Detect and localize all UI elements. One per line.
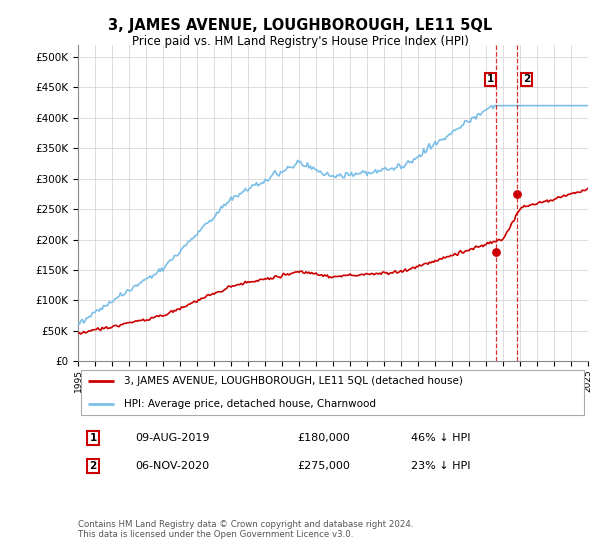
Text: 1: 1 xyxy=(487,74,494,85)
Text: Contains HM Land Registry data © Crown copyright and database right 2024.
This d: Contains HM Land Registry data © Crown c… xyxy=(78,520,413,539)
Text: HPI: Average price, detached house, Charnwood: HPI: Average price, detached house, Char… xyxy=(124,399,376,409)
Text: 3, JAMES AVENUE, LOUGHBOROUGH, LE11 5QL: 3, JAMES AVENUE, LOUGHBOROUGH, LE11 5QL xyxy=(108,18,492,33)
Point xyxy=(512,189,522,198)
Text: 46% ↓ HPI: 46% ↓ HPI xyxy=(411,433,470,443)
Point xyxy=(491,247,500,256)
FancyBboxPatch shape xyxy=(80,370,584,415)
Text: 23% ↓ HPI: 23% ↓ HPI xyxy=(411,461,470,471)
Text: 09-AUG-2019: 09-AUG-2019 xyxy=(135,433,209,443)
Text: 06-NOV-2020: 06-NOV-2020 xyxy=(135,461,209,471)
Text: £180,000: £180,000 xyxy=(297,433,350,443)
Text: £275,000: £275,000 xyxy=(297,461,350,471)
Text: 1: 1 xyxy=(89,433,97,443)
Text: 3, JAMES AVENUE, LOUGHBOROUGH, LE11 5QL (detached house): 3, JAMES AVENUE, LOUGHBOROUGH, LE11 5QL … xyxy=(124,376,463,386)
Text: Price paid vs. HM Land Registry's House Price Index (HPI): Price paid vs. HM Land Registry's House … xyxy=(131,35,469,48)
Text: 2: 2 xyxy=(523,74,530,85)
Text: 2: 2 xyxy=(89,461,97,471)
